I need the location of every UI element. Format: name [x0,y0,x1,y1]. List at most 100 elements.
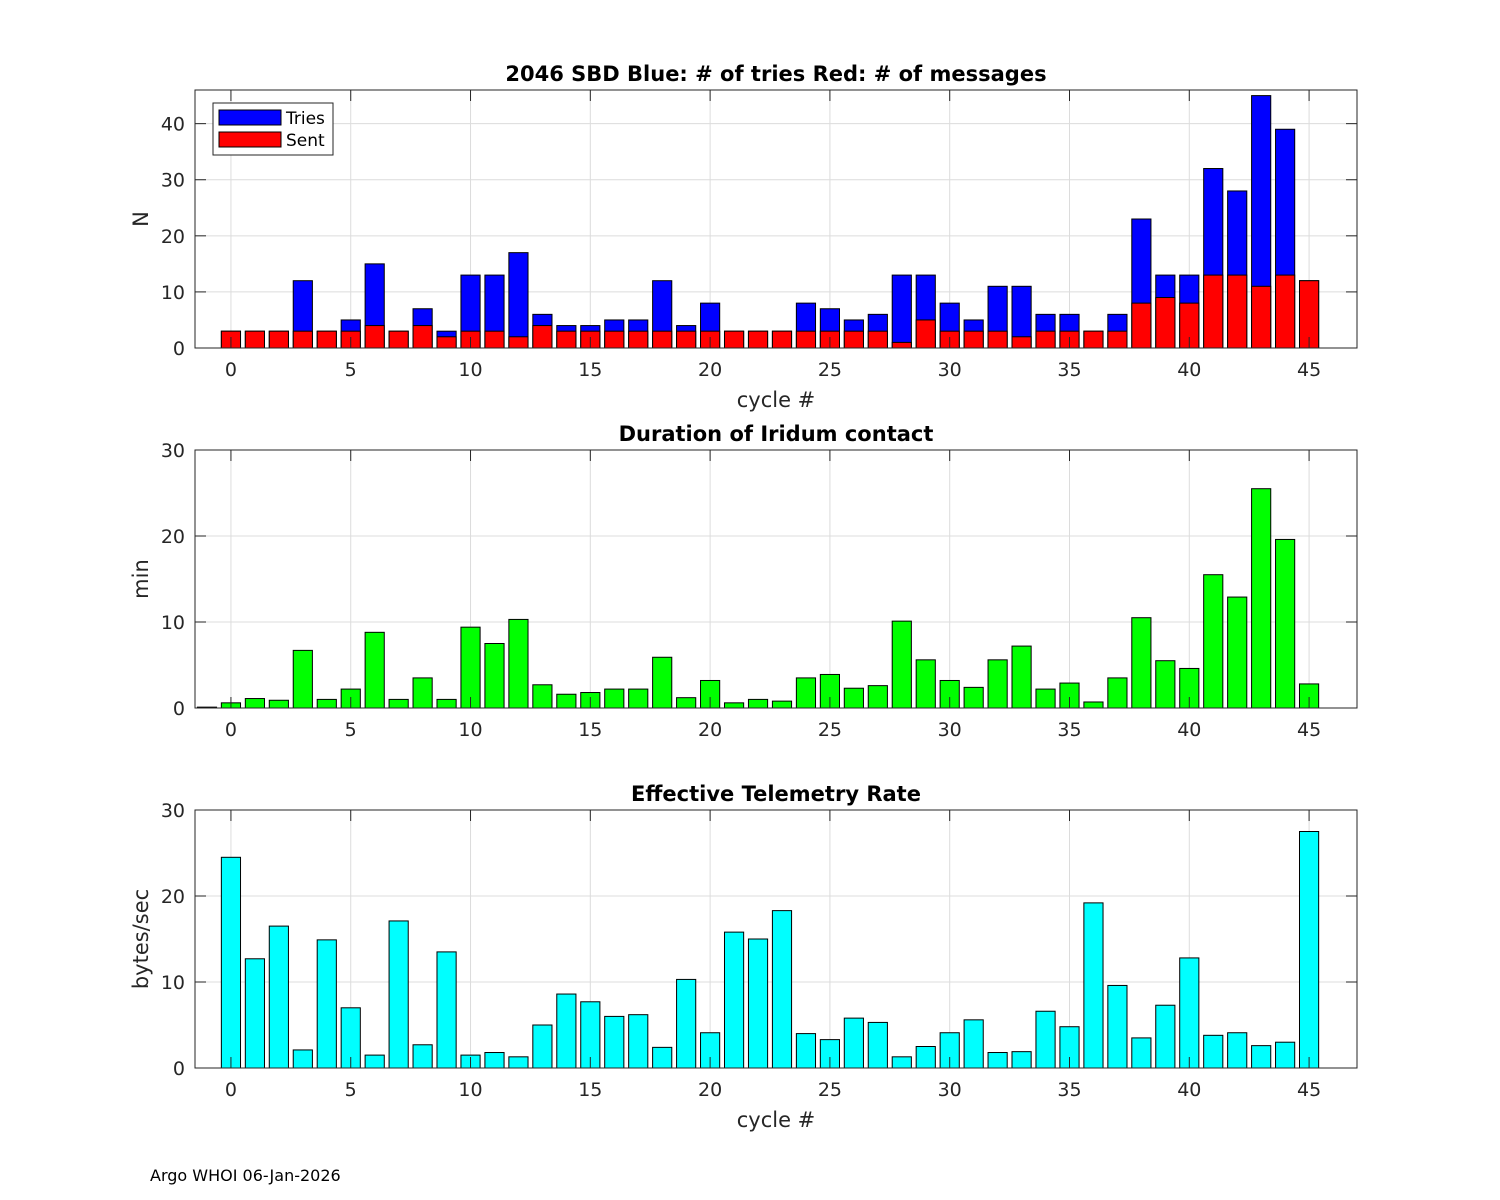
bar-sent [1083,330,1104,349]
bar-rate [268,925,289,1069]
x-tick-label: 40 [1177,359,1201,381]
bar-rate [556,993,577,1069]
bar-duration [1203,574,1224,709]
bar-duration [556,693,577,709]
bar-rate [843,1017,864,1069]
bar-sent [412,325,433,349]
bar-rate [676,978,697,1069]
bar-duration [244,698,265,709]
bar-sent [1251,285,1272,349]
bar-duration [1107,677,1128,709]
bar-rate [436,951,457,1069]
bar-sent [987,330,1008,349]
bar-sent [436,336,457,349]
bar-sent [723,330,745,349]
footer-text: Argo WHOI 06-Jan-2026 [150,1166,341,1185]
bar-rate [1011,1051,1032,1069]
bar-rate [1131,1037,1152,1069]
bar-duration [508,618,529,709]
bar-sent [388,330,409,349]
bar-rate [723,931,745,1069]
bar-sent [1203,274,1224,349]
bar-duration [891,620,912,709]
x-tick-label: 35 [1057,719,1081,741]
bar-rate [1251,1045,1272,1069]
chart-2: 0 5 10 15 20 25 30 35 40 45 0 10 20 30 Duration of Iri… [129,422,1358,741]
axes-frame [194,809,1358,1069]
bar-sent [652,330,673,349]
bar-duration [628,688,649,709]
x-tick-label: 40 [1177,719,1201,741]
y-tick-label: 30 [161,800,185,822]
x-tick-label: 20 [698,719,722,741]
bar-sent [795,330,817,349]
x-tick-label: 15 [578,1079,602,1101]
bar-rate [915,1046,936,1069]
bar-rate [316,939,337,1069]
bar-sent [1011,336,1032,349]
bar-duration [843,687,864,709]
bar-tries [891,274,912,349]
bar-rate [1155,1004,1176,1069]
bar-duration [604,688,625,709]
bar-sent [316,330,337,349]
bar-duration [1251,488,1272,709]
bar-duration [1227,596,1248,709]
bar-duration [723,702,745,709]
y-tick-label: 10 [161,282,185,304]
bar-duration [1275,538,1296,709]
x-tick-label: 35 [1057,359,1081,381]
bar-rate [1179,957,1200,1069]
bar-duration [676,697,697,709]
bar-rate [364,1054,385,1069]
bar-rate [867,1021,888,1069]
x-tick-label: 5 [345,359,357,381]
bar-duration [532,684,553,709]
y-tick-label: 20 [161,526,185,548]
y-tick-label: 20 [161,886,185,908]
bar-rate [1035,1010,1056,1069]
bar-duration [364,631,385,709]
bar-sent [1155,297,1176,349]
y-tick-label: 20 [161,226,185,248]
bar-duration [460,626,481,709]
bar-rate [628,1014,649,1069]
bar-rate [220,856,242,1069]
bar-duration [1155,660,1176,709]
y-tick-label: 40 [161,114,185,136]
x-tick-label: 30 [938,1079,962,1101]
bar-rate [652,1046,673,1069]
y-axis-label: bytes/sec [129,889,153,989]
x-tick-label: 45 [1297,1079,1321,1101]
x-axis-label: cycle # [737,388,816,412]
bar-rate [604,1015,625,1069]
bar-sent [244,330,265,349]
bar-sent [532,325,553,349]
bar-rate [1298,831,1320,1069]
x-tick-label: 10 [458,1079,482,1101]
bar-sent [292,330,313,349]
bar-sent [268,330,289,349]
x-tick-label: 45 [1297,359,1321,381]
bar-sent [364,325,385,349]
bar-duration [268,699,289,709]
bar-duration [1035,688,1056,709]
y-tick-label: 30 [161,170,185,192]
x-tick-label: 10 [458,719,482,741]
y-axis-label: min [129,559,153,599]
bar-duration [388,698,409,709]
bar-sent [1035,330,1056,349]
x-tick-label: 20 [698,359,722,381]
bar-rate [292,1049,313,1069]
axes-frame [194,89,1358,349]
bar-sent [1227,274,1248,349]
bar-duration [1011,645,1032,709]
chart-1: 0 5 10 15 20 25 30 35 40 45 0 10 20 30 40 2046 SBD Blue… [129,62,1358,412]
x-tick-label: 25 [818,1079,842,1101]
bar-rate [1107,984,1128,1069]
bar-duration [436,698,457,709]
x-tick-label: 25 [818,359,842,381]
y-tick-label: 0 [173,338,185,360]
x-tick-label: 35 [1057,1079,1081,1101]
